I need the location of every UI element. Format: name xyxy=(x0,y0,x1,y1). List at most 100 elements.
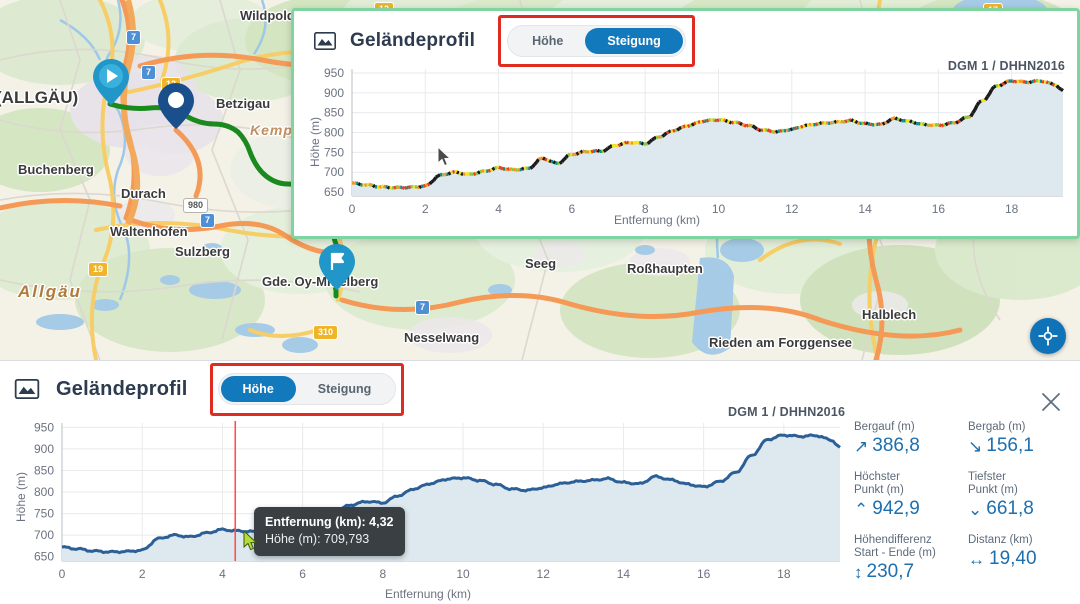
bottom-panel-header: Geländeprofil Höhe Steigung xyxy=(0,361,1080,417)
map-region-label: Allgäu xyxy=(18,282,82,301)
stat-highest-point: Höchster Punkt (m) ⌃ 942,9 xyxy=(854,471,958,520)
map-label: Durach xyxy=(121,186,166,201)
stat-descent: Bergab (m) ↘ 156,1 xyxy=(968,421,1072,457)
stat-lowest-point: Tiefster Punkt (m) ⌄ 661,8 xyxy=(968,471,1072,520)
map-label: Seeg xyxy=(525,256,557,271)
stat-highest-point-number: 942,9 xyxy=(872,498,920,519)
geolocate-button[interactable] xyxy=(1030,318,1066,354)
svg-text:950: 950 xyxy=(324,66,344,80)
stat-elevation-difference-number: 230,7 xyxy=(866,561,915,582)
road-shield: 7 xyxy=(415,300,431,315)
svg-text:16: 16 xyxy=(932,202,946,216)
svg-text:2: 2 xyxy=(422,202,429,216)
bottom-toggle-steigung[interactable]: Steigung xyxy=(296,376,393,403)
stat-lowest-point-symbol-icon: ⌄ xyxy=(968,499,983,519)
svg-text:8: 8 xyxy=(642,202,649,216)
stat-distance-symbol-icon: ↔ xyxy=(968,549,985,569)
stat-distance-value: ↔ 19,40 xyxy=(968,548,1072,570)
svg-text:4: 4 xyxy=(219,567,226,581)
stat-lowest-point-label: Tiefster Punkt (m) xyxy=(968,471,1018,496)
stat-ascent: Bergauf (m) ↗ 386,8 xyxy=(854,421,958,457)
svg-text:18: 18 xyxy=(777,567,791,581)
road-shield: 310 xyxy=(313,325,339,340)
stat-elevation-difference-symbol-icon: ↕ xyxy=(854,562,863,582)
map-label: Nesselwang xyxy=(404,330,480,345)
bottom-source-label: DGM 1 / DHHN2016 xyxy=(728,405,846,419)
svg-text:650: 650 xyxy=(324,185,344,199)
floating-y-axis-title: Höhe (m) xyxy=(308,117,322,168)
map-label: Roßhaupten xyxy=(627,261,703,276)
stat-lowest-point-number: 661,8 xyxy=(986,498,1034,519)
slope-chart-svg: 650 700 750 800 850 900 950 0 2 4 6 8 10 12 14 16 18 xyxy=(324,66,1064,216)
svg-text:2: 2 xyxy=(139,567,146,581)
bottom-panel-title: Geländeprofil xyxy=(56,377,188,400)
stat-elevation-difference: Höhendifferenz Start - Ende (m) ↕ 230,7 xyxy=(854,534,958,583)
map-label: Halblech xyxy=(862,307,917,322)
map-label: Sulzberg xyxy=(175,244,230,259)
floating-source-label: DGM 1 / DHHN2016 xyxy=(947,59,1065,73)
svg-text:900: 900 xyxy=(34,442,54,456)
stat-ascent-symbol-icon: ↗ xyxy=(854,436,869,456)
bottom-y-axis-title: Höhe (m) xyxy=(14,472,28,523)
stat-elevation-difference-label: Höhendifferenz Start - Ende (m) xyxy=(854,534,936,559)
close-button[interactable] xyxy=(1036,387,1066,417)
svg-text:16: 16 xyxy=(697,567,711,581)
svg-text:750: 750 xyxy=(34,507,54,521)
svg-text:700: 700 xyxy=(34,528,54,542)
map-label: Betzigau xyxy=(216,96,271,111)
mountain-image-icon xyxy=(314,32,336,50)
start-marker[interactable] xyxy=(92,58,130,106)
stat-distance: Distanz (km) ↔ 19,40 xyxy=(968,534,1072,583)
slope-chart[interactable]: DGM 1 / DHHN2016 Höhe (m) Entfernung (km… xyxy=(294,57,1077,236)
bottom-toggle-hoehe[interactable]: Höhe xyxy=(220,375,296,403)
road-shield: 19 xyxy=(88,262,109,277)
map-label: Gde. Oy-Mittelberg xyxy=(262,274,379,289)
road-shield: 7 xyxy=(126,30,142,45)
stat-descent-number: 156,1 xyxy=(986,435,1034,456)
svg-text:900: 900 xyxy=(324,86,344,100)
svg-text:14: 14 xyxy=(858,202,872,216)
stat-elevation-difference-value: ↕ 230,7 xyxy=(854,561,958,583)
svg-text:12: 12 xyxy=(537,567,551,581)
svg-text:750: 750 xyxy=(324,145,344,159)
svg-text:10: 10 xyxy=(456,567,470,581)
elevation-chart[interactable]: DGM 1 / DHHN2016 Höhe (m) Entfernung (km… xyxy=(0,405,850,604)
stat-distance-label: Distanz (km) xyxy=(968,534,1033,546)
bottom-profile-mode-toggle[interactable]: Höhe Steigung xyxy=(217,372,397,406)
svg-text:10: 10 xyxy=(712,202,726,216)
finish-marker[interactable] xyxy=(318,243,356,291)
svg-text:6: 6 xyxy=(569,202,576,216)
svg-text:800: 800 xyxy=(34,485,54,499)
bottom-x-axis-title: Entfernung (km) xyxy=(385,587,472,601)
floating-toggle-steigung[interactable]: Steigung xyxy=(585,27,683,55)
stat-ascent-value: ↗ 386,8 xyxy=(854,435,958,457)
tooltip-distance: Entfernung (km): 4,32 xyxy=(265,515,394,529)
floating-panel-title: Geländeprofil xyxy=(350,30,476,51)
road-shield: 7 xyxy=(200,213,216,228)
svg-text:700: 700 xyxy=(324,165,344,179)
svg-text:850: 850 xyxy=(324,106,344,120)
waypoint-marker[interactable] xyxy=(157,82,195,130)
crosshair-icon xyxy=(1038,326,1058,346)
chart-tooltip: Entfernung (km): 4,32 Höhe (m): 709,793 xyxy=(254,507,405,556)
svg-text:12: 12 xyxy=(785,202,799,216)
floating-panel-header: Geländeprofil Höhe Steigung xyxy=(294,11,1077,68)
stat-lowest-point-value: ⌄ 661,8 xyxy=(968,498,1072,520)
floating-toggle-hoehe[interactable]: Höhe xyxy=(510,28,585,55)
svg-text:0: 0 xyxy=(59,567,66,581)
svg-text:4: 4 xyxy=(495,202,502,216)
stat-descent-symbol-icon: ↘ xyxy=(968,436,983,456)
mountain-image-icon xyxy=(14,379,40,399)
stat-highest-point-symbol-icon: ⌃ xyxy=(854,499,869,519)
map-label: Rieden am Forggensee xyxy=(709,335,853,350)
stat-descent-label: Bergab (m) xyxy=(968,421,1026,433)
floating-profile-mode-toggle[interactable]: Höhe Steigung xyxy=(507,24,686,58)
map-label: (ALLGÄU) xyxy=(0,88,79,107)
svg-text:14: 14 xyxy=(617,567,631,581)
stat-distance-number: 19,40 xyxy=(989,548,1037,569)
route-statistics: Bergauf (m) ↗ 386,8 Bergab (m) ↘ 156,1 Höchste… xyxy=(854,421,1072,583)
svg-text:650: 650 xyxy=(34,550,54,564)
elevation-chart-svg: 650 700 750 800 850 900 950 0 2 4 6 8 10 12 14 16 18 xyxy=(34,420,841,581)
stat-highest-point-value: ⌃ 942,9 xyxy=(854,498,958,520)
